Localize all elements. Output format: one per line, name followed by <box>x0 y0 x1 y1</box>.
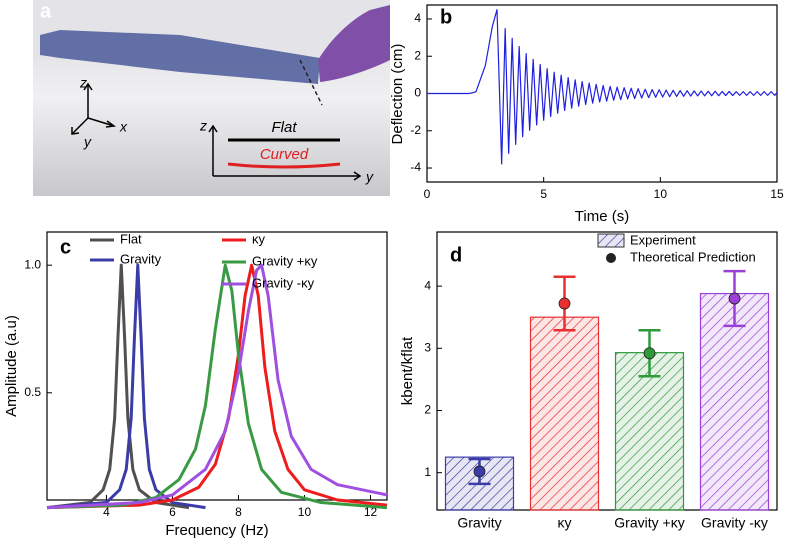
data-line <box>46 263 388 510</box>
y-tick-label: 3 <box>424 340 431 354</box>
panel-label: a <box>40 0 52 22</box>
y-tick-label: 0.5 <box>24 385 41 399</box>
photo-edge <box>299 59 323 106</box>
flat-label: Flat <box>271 119 297 136</box>
x-tick-label: 8 <box>235 505 242 519</box>
x-tick-label: κy <box>558 515 572 531</box>
y-tick-label: 4 <box>424 278 431 292</box>
legend-swatch <box>606 253 616 263</box>
y-tick-label: 2 <box>414 48 421 62</box>
plot-frame <box>46 231 388 501</box>
legend-label: Experiment <box>630 232 696 247</box>
y-tick-label: 1 <box>424 465 431 479</box>
x-tick-label: 15 <box>770 187 784 201</box>
legend-label: Gravity +κy <box>252 253 318 268</box>
axis-label: x <box>119 119 128 135</box>
y-tick-label: 4 <box>414 11 421 25</box>
y-tick-label: 0 <box>414 86 421 100</box>
y-tick-label: 2 <box>424 403 431 417</box>
prediction-point <box>558 297 571 310</box>
bar <box>529 316 600 511</box>
y-axis-label: Amplitude (a.u) <box>3 315 20 417</box>
y-tick-label: -2 <box>410 123 421 137</box>
data-line <box>46 263 388 510</box>
data-line <box>46 263 190 510</box>
legend-label: Flat <box>120 231 142 246</box>
prediction-point <box>643 347 656 360</box>
y-axis-label: Deflection (cm) <box>389 44 406 145</box>
photo-panel: a z x y z y Flat Curved <box>33 0 390 196</box>
data-line <box>427 9 778 165</box>
photo-glove <box>318 5 390 82</box>
curved-label: Curved <box>260 146 309 163</box>
photo-axes <box>71 82 362 181</box>
panel-label: c <box>60 236 71 258</box>
panel-label: b <box>440 6 452 28</box>
x-tick-label: 10 <box>298 505 312 519</box>
photo-strip <box>40 30 320 84</box>
x-axis-label: Time (s) <box>575 208 629 225</box>
x-tick-label: Gravity -κy <box>701 515 768 531</box>
bar <box>614 352 685 511</box>
y-tick-label: 1.0 <box>24 257 41 271</box>
legend-label: κy <box>252 231 266 246</box>
legend-label: Gravity <box>120 251 162 266</box>
data-line <box>46 263 206 510</box>
data-line <box>46 263 388 510</box>
plot-frame <box>436 231 778 511</box>
bar <box>699 292 770 511</box>
legend-swatch <box>597 233 625 248</box>
curved-line <box>227 162 341 169</box>
x-tick-label: 4 <box>103 505 110 519</box>
axis-label: y <box>83 134 92 150</box>
x-tick-label: Gravity <box>457 515 501 531</box>
x-tick-label: 5 <box>540 187 547 201</box>
x-tick-label: 10 <box>654 187 668 201</box>
y-axis-label: kbent/kflat <box>399 336 416 405</box>
x-tick-label: 6 <box>169 505 176 519</box>
x-tick-label: 12 <box>364 505 378 519</box>
x-tick-label: Gravity +κy <box>614 515 684 531</box>
panel-label: d <box>450 244 462 266</box>
axis-label: z <box>79 75 87 91</box>
prediction-point <box>728 292 741 305</box>
prediction-point <box>473 465 486 478</box>
y-tick-label: -4 <box>410 160 421 174</box>
x-axis-label: Frequency (Hz) <box>165 522 268 539</box>
axis-label: z <box>199 118 207 134</box>
legend-label: Theoretical Prediction <box>630 249 756 264</box>
x-tick-label: 0 <box>424 187 431 201</box>
axis-label: y <box>365 169 374 185</box>
legend-label: Gravity -κy <box>252 275 315 290</box>
